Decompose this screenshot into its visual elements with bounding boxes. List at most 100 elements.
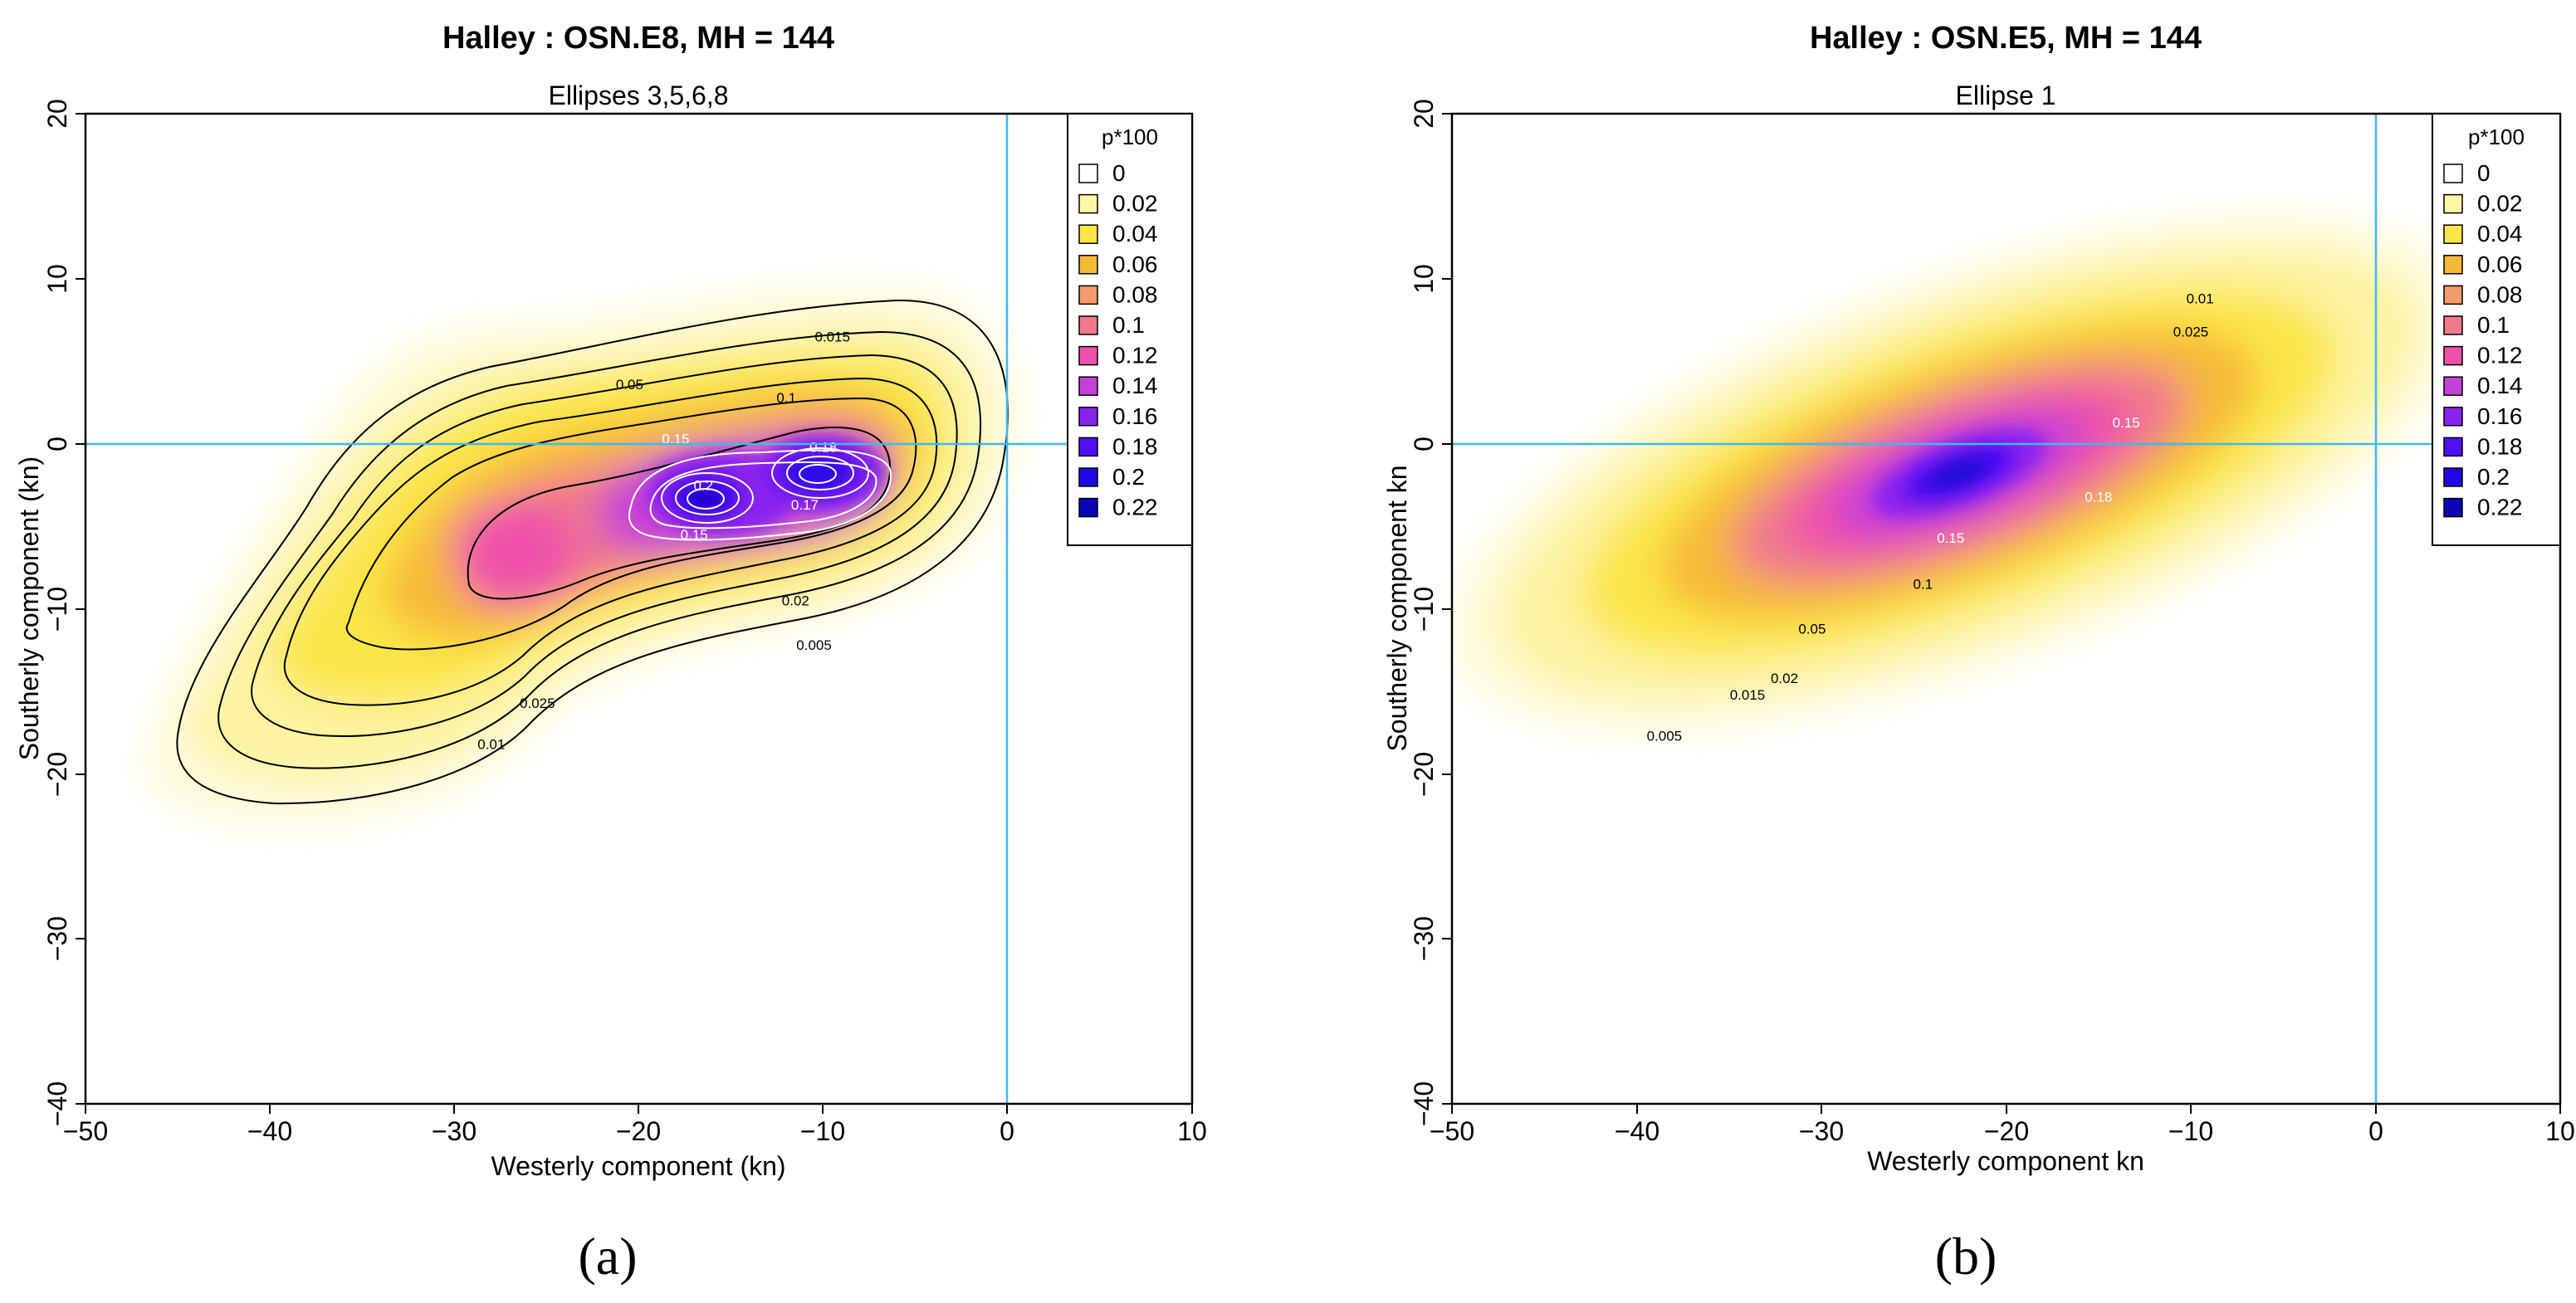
contour-label: 0.015 — [815, 329, 851, 344]
contour-label: 0.025 — [520, 695, 555, 711]
legend-title: p*100 — [2468, 124, 2525, 149]
y-tick-labels: −40 −30 −20 −10 0 10 20 — [1409, 99, 1439, 1126]
legend-swatch — [2443, 224, 2463, 244]
contour-label: 0.02 — [1771, 671, 1798, 686]
legend-swatch — [1078, 315, 1098, 335]
legend-label: 0.2 — [1112, 464, 1145, 490]
legend: p*100 0 0.02 0.04 0.06 0.08 0.1 0.12 0.14 0.16 0.… — [1067, 113, 1193, 546]
y-tick-label: −20 — [42, 752, 72, 797]
contour-label: 0.18 — [809, 440, 837, 456]
panel-a: Halley : OSN.E8, MH = 144 Ellipses 3,5,6… — [14, 21, 1207, 1286]
legend-label: 0.04 — [1112, 221, 1158, 246]
y-tick-label: 20 — [42, 99, 72, 129]
legend-swatch — [2443, 437, 2463, 457]
y-axis-label: Southerly component (kn) — [14, 456, 44, 760]
chart-subtitle: Ellipses 3,5,6,8 — [548, 81, 728, 110]
contour-label: 0.1 — [776, 390, 796, 406]
y-tick-label: −10 — [1409, 587, 1439, 632]
legend-swatch — [2443, 193, 2463, 214]
x-tick-label: −10 — [800, 1116, 845, 1146]
y-tick-label: −20 — [1409, 752, 1439, 797]
contour-label: 0.1 — [1914, 577, 1933, 593]
legend-label: 0.02 — [2477, 191, 2523, 217]
x-tick-label: 0 — [1000, 1116, 1014, 1146]
y-tick-label: −40 — [1409, 1081, 1439, 1126]
density-field — [142, 284, 1020, 827]
legend-label: 0.08 — [1112, 281, 1158, 307]
legend-label: 0.14 — [1112, 373, 1158, 398]
legend-label: 0.16 — [2477, 403, 2523, 429]
y-tick-label: 10 — [1409, 264, 1439, 294]
y-tick-label: 0 — [1409, 437, 1439, 451]
legend-swatch — [1078, 467, 1098, 487]
legend-label: 0.18 — [1112, 433, 1158, 459]
y-tick-label: −30 — [1409, 916, 1439, 961]
y-tick-label: −10 — [42, 587, 72, 632]
x-tick-label: −30 — [432, 1116, 477, 1146]
x-tick-label: −40 — [1615, 1116, 1659, 1146]
contour-label: 0.01 — [2187, 291, 2214, 307]
legend-label: 0.04 — [2477, 221, 2523, 246]
y-tick-label: −30 — [42, 916, 72, 961]
legend-swatch — [1078, 255, 1098, 275]
legend-label: 0.1 — [2477, 312, 2510, 338]
x-tick-labels: −50 −40 −30 −20 −10 0 10 — [1430, 1116, 2575, 1146]
legend-swatch — [1078, 437, 1098, 457]
x-tick-label: 10 — [2545, 1116, 2575, 1146]
legend-swatch — [1078, 497, 1098, 518]
contour-label: 0.15 — [1937, 530, 1964, 546]
panel-b: Halley : OSN.E5, MH = 144 Ellipse 1 — [1382, 21, 2575, 1286]
x-axis-label: Westerly component (kn) — [491, 1151, 785, 1181]
x-tick-label: −40 — [247, 1116, 292, 1146]
legend-label: 0 — [1112, 160, 1126, 186]
y-tick-label: 20 — [1409, 99, 1439, 129]
legend-swatch — [2443, 467, 2463, 487]
y-ticks — [1442, 113, 1452, 1105]
inner-contour-lines — [628, 447, 892, 541]
y-axis-label: Southerly component kn — [1382, 465, 1412, 751]
contour-label: 0.05 — [616, 377, 643, 393]
panel-label-a: (a) — [578, 1227, 637, 1286]
contour-label: 0.18 — [2085, 489, 2112, 505]
legend-label: 0.08 — [2477, 281, 2523, 307]
legend-swatch — [1078, 345, 1098, 366]
chart-title: Halley : OSN.E8, MH = 144 — [442, 21, 834, 56]
legend-swatch — [1078, 285, 1098, 305]
contour-label: 0.05 — [1798, 621, 1826, 637]
legend: p*100 0 0.02 0.04 0.06 0.08 0.1 0.12 0.14 0.16 0.… — [2432, 113, 2561, 546]
legend-label: 0 — [2477, 160, 2490, 186]
legend-swatch — [2443, 315, 2463, 335]
contour-label: 0.005 — [796, 637, 832, 653]
legend-swatch — [1078, 224, 1098, 244]
contour-label: 0.01 — [477, 737, 505, 753]
y-tick-label: 0 — [42, 437, 72, 451]
legend-swatch — [1078, 163, 1098, 183]
legend-swatch — [2443, 255, 2463, 275]
legend-swatch — [2443, 407, 2463, 427]
x-tick-label: −50 — [1430, 1116, 1474, 1146]
x-tick-label: −30 — [1799, 1116, 1844, 1146]
x-tick-labels: −50 −40 −30 −20 −10 0 10 — [63, 1116, 1207, 1146]
legend-label: 0.14 — [2477, 373, 2523, 398]
contour-label: 0.005 — [1647, 729, 1683, 744]
panel-label-b: (b) — [1935, 1227, 1997, 1286]
legend-label: 0.06 — [2477, 251, 2523, 277]
legend-label: 0.22 — [2477, 495, 2523, 520]
legend-title: p*100 — [1102, 124, 1158, 149]
x-tick-label: 0 — [2368, 1116, 2383, 1146]
legend-label: 0.22 — [1112, 495, 1158, 520]
x-tick-label: −20 — [1984, 1116, 2029, 1146]
x-ticks — [1451, 1104, 2561, 1114]
y-tick-label: −40 — [42, 1081, 72, 1126]
legend-label: 0.12 — [1112, 343, 1158, 368]
legend-swatch — [2443, 285, 2463, 305]
contour-label: 0.015 — [1730, 687, 1766, 703]
legend-label: 0.18 — [2477, 433, 2523, 459]
chart-title: Halley : OSN.E5, MH = 144 — [1810, 21, 2202, 56]
legend-label: 0.16 — [1112, 403, 1158, 429]
contour-label: 0.17 — [791, 497, 819, 513]
x-ticks — [85, 1104, 1193, 1114]
legend-label: 0.1 — [1112, 312, 1145, 338]
contour-label: 0.2 — [693, 477, 713, 493]
x-axis-label: Westerly component kn — [1867, 1146, 2144, 1176]
